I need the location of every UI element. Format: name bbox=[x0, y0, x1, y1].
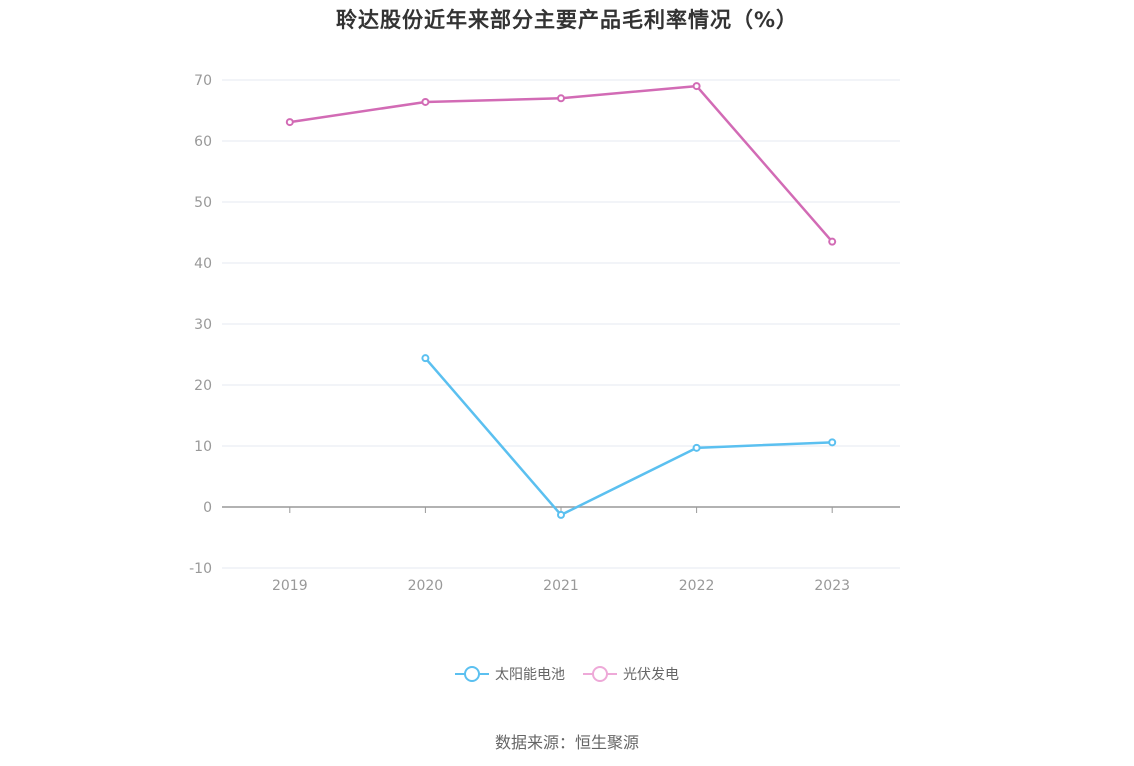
y-tick-label: 20 bbox=[194, 378, 212, 394]
data-point bbox=[692, 82, 701, 91]
x-tick-label: 2023 bbox=[814, 578, 850, 594]
axes bbox=[222, 506, 900, 513]
y-tick-label: 70 bbox=[194, 73, 212, 89]
data-point bbox=[557, 510, 565, 519]
y-tick-label: -10 bbox=[189, 561, 212, 577]
data-point bbox=[285, 118, 294, 127]
data-point bbox=[692, 443, 701, 452]
line-chart: 70 60 50 40 30 20 10 0 -10 2019 2020 2021 2022 2023 bbox=[189, 73, 900, 594]
chart-title: 聆达股份近年来部分主要产品毛利率情况（%） bbox=[335, 8, 799, 32]
x-tick-label: 2021 bbox=[543, 578, 579, 594]
legend-label: 光伏发电 bbox=[623, 667, 679, 683]
data-point bbox=[557, 94, 565, 103]
grid-lines bbox=[222, 79, 900, 569]
data-point bbox=[828, 237, 837, 246]
tick-labels: 70 60 50 40 30 20 10 0 -10 2019 2020 2021 2022 2023 bbox=[189, 73, 850, 594]
source-note: 数据来源：恒生聚源 bbox=[494, 733, 639, 752]
legend-item-series-1[interactable]: 太阳能电池 bbox=[455, 664, 565, 684]
x-tick-label: 2019 bbox=[272, 578, 308, 594]
y-tick-label: 40 bbox=[194, 256, 212, 272]
x-tick-label: 2020 bbox=[408, 578, 444, 594]
legend-item-series-2[interactable]: 光伏发电 bbox=[583, 664, 679, 684]
x-tick-label: 2022 bbox=[679, 578, 715, 594]
legend-marker-icon bbox=[583, 664, 617, 684]
legend-label: 太阳能电池 bbox=[495, 667, 565, 683]
data-point bbox=[421, 97, 430, 106]
y-tick-label: 50 bbox=[194, 195, 212, 211]
data-point bbox=[828, 438, 837, 447]
y-tick-label: 10 bbox=[194, 439, 212, 455]
data-point bbox=[421, 354, 430, 363]
y-tick-label: 30 bbox=[194, 317, 212, 333]
y-tick-label: 60 bbox=[194, 134, 212, 150]
legend: 太阳能电池 光伏发电 bbox=[0, 664, 1134, 684]
series-line-2 bbox=[289, 84, 834, 243]
legend-marker-icon bbox=[455, 664, 489, 684]
y-tick-label: 0 bbox=[203, 500, 212, 516]
series-lines bbox=[285, 82, 837, 519]
series-line-1 bbox=[424, 357, 833, 517]
